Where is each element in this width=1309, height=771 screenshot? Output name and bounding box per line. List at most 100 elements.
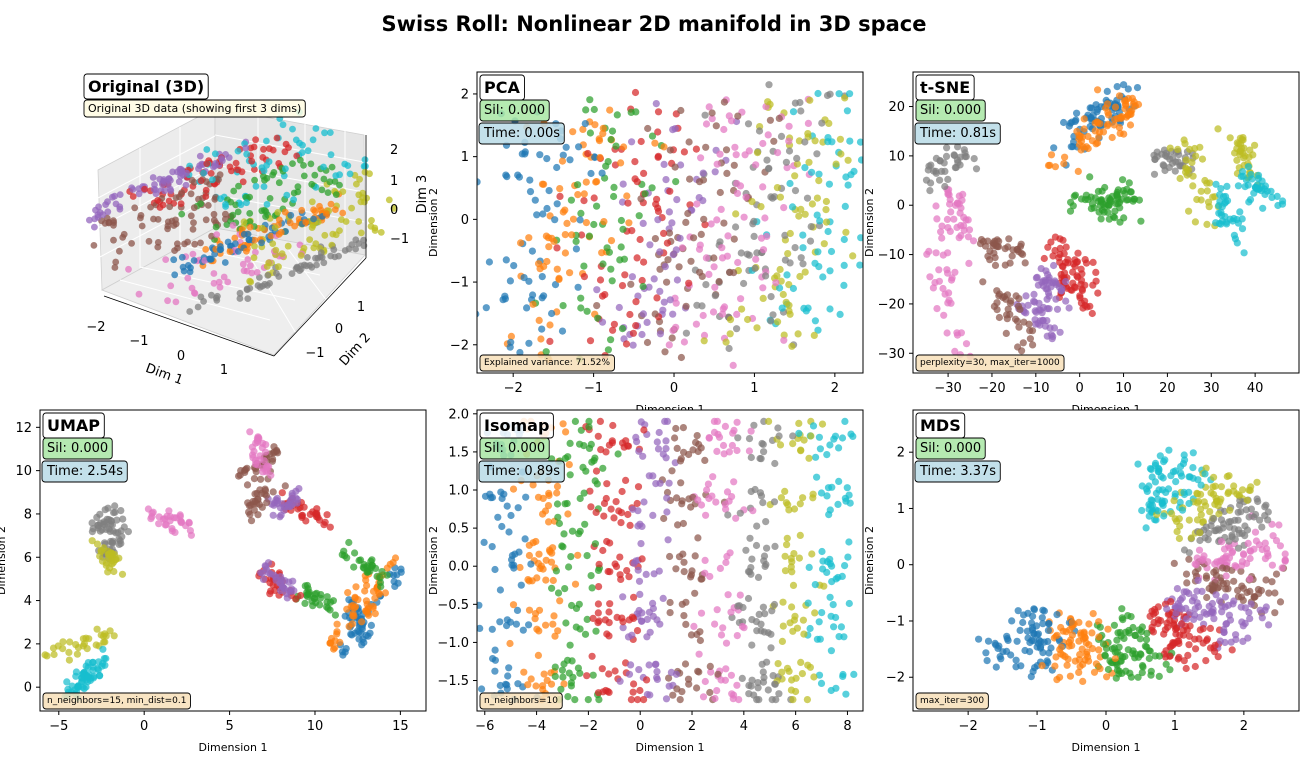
data-point: [1228, 533, 1236, 541]
data-point: [664, 256, 672, 264]
data-point: [775, 114, 783, 122]
data-point: [562, 428, 570, 436]
data-point: [1217, 185, 1225, 193]
data-point: [506, 639, 514, 648]
data-point: [844, 553, 852, 561]
data-point: [568, 527, 577, 535]
data-point: [586, 487, 594, 495]
data-point: [675, 263, 683, 271]
data-point: [720, 219, 728, 227]
data-point: [522, 493, 530, 501]
data-point: [969, 237, 978, 245]
data-point-3d: [190, 257, 198, 264]
x-tick-label: 40: [1247, 381, 1264, 396]
data-point: [1230, 487, 1238, 495]
data-point: [799, 494, 807, 502]
panel-note: Explained variance: 71.52%: [484, 358, 610, 368]
data-point: [521, 150, 529, 158]
data-point: [1117, 652, 1125, 660]
data-point: [609, 421, 617, 430]
data-point: [646, 691, 654, 699]
data-point-3d: [326, 178, 334, 186]
data-point: [553, 163, 561, 172]
data-point: [50, 650, 58, 659]
data-point-3d: [277, 228, 285, 236]
data-point: [1160, 162, 1168, 170]
data-point: [772, 279, 780, 287]
x-tick-label: 5: [225, 719, 233, 734]
data-point: [815, 671, 824, 679]
data-point: [1223, 579, 1231, 587]
data-point: [1253, 478, 1261, 486]
data-point: [1222, 572, 1230, 580]
data-point: [1125, 179, 1133, 187]
data-point: [1148, 607, 1156, 615]
data-point: [577, 304, 585, 312]
data-point: [168, 527, 176, 535]
data-point: [1230, 482, 1238, 490]
data-point: [1082, 259, 1091, 267]
data-point: [682, 302, 690, 310]
data-point: [842, 497, 850, 505]
data-point: [841, 417, 849, 425]
data-point: [983, 657, 991, 665]
data-point: [1039, 649, 1047, 657]
data-point: [693, 200, 701, 208]
data-point: [517, 581, 525, 589]
data-point: [687, 571, 696, 579]
data-point: [1185, 516, 1193, 524]
data-point: [926, 273, 934, 281]
data-point: [1198, 155, 1207, 163]
data-point: [580, 273, 589, 281]
data-point: [672, 565, 680, 573]
data-point: [838, 434, 847, 442]
data-point: [750, 691, 758, 699]
data-point: [605, 441, 614, 449]
data-point-3d: [360, 242, 368, 250]
data-point: [155, 520, 163, 528]
data-point: [1199, 518, 1207, 526]
data-point-3d: [156, 204, 164, 211]
data-point-3d: [252, 248, 259, 256]
data-point: [1196, 529, 1204, 537]
data-point: [753, 324, 761, 332]
data-point: [1255, 541, 1263, 549]
data-point: [1281, 550, 1289, 558]
data-point: [649, 472, 657, 480]
data-point: [730, 478, 738, 486]
data-point: [954, 143, 962, 151]
data-point: [481, 492, 490, 500]
data-point: [706, 662, 714, 671]
data-point-3d: [327, 151, 335, 159]
data-point: [1113, 661, 1121, 669]
data-point: [866, 131, 873, 138]
data-point: [1202, 464, 1210, 472]
data-point: [676, 457, 685, 465]
data-point: [124, 528, 132, 536]
data-point: [627, 661, 635, 669]
data-point: [1258, 177, 1266, 185]
data-point: [574, 551, 582, 559]
data-point: [262, 441, 270, 449]
data-point: [778, 304, 786, 312]
data-point: [1268, 578, 1276, 586]
data-point: [92, 641, 100, 649]
data-point: [784, 501, 792, 509]
data-point: [535, 550, 543, 558]
x-axis-label: Dimension 1: [1072, 741, 1141, 754]
data-point: [558, 157, 567, 165]
data-point: [1189, 449, 1197, 457]
data-point: [815, 177, 823, 185]
data-point-3d: [197, 239, 204, 247]
data-point: [1044, 271, 1052, 279]
data-point: [845, 538, 853, 546]
data-point: [745, 681, 753, 690]
data-point-3d: [260, 183, 268, 191]
data-point: [263, 499, 271, 507]
data-point: [804, 119, 813, 127]
data-point: [1196, 143, 1204, 151]
data-point: [635, 447, 643, 455]
data-point: [583, 552, 591, 560]
data-point: [837, 150, 845, 158]
